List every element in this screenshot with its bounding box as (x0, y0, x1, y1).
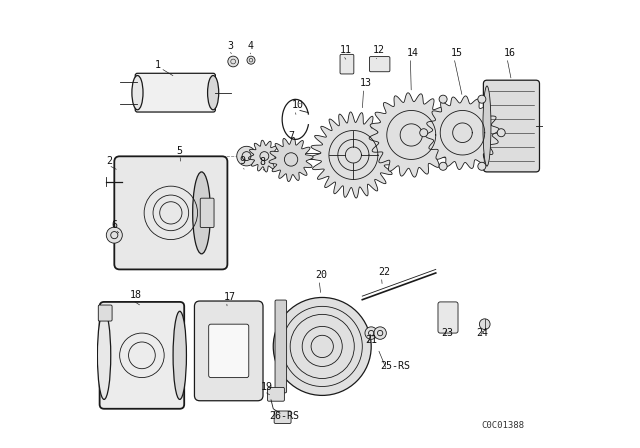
Polygon shape (269, 138, 313, 181)
FancyBboxPatch shape (369, 56, 390, 72)
Circle shape (497, 129, 505, 137)
FancyBboxPatch shape (115, 156, 227, 269)
Text: 18: 18 (129, 290, 141, 300)
Text: 17: 17 (224, 292, 236, 302)
FancyBboxPatch shape (100, 302, 184, 409)
Circle shape (106, 227, 122, 243)
Circle shape (365, 327, 378, 339)
Circle shape (247, 56, 255, 64)
Text: 2: 2 (106, 156, 112, 166)
Ellipse shape (173, 311, 186, 400)
Ellipse shape (207, 76, 219, 110)
Polygon shape (369, 93, 453, 177)
FancyBboxPatch shape (200, 198, 214, 228)
Text: 25-RS: 25-RS (380, 361, 410, 370)
FancyBboxPatch shape (135, 73, 216, 112)
FancyBboxPatch shape (483, 80, 540, 172)
Circle shape (479, 319, 490, 330)
FancyBboxPatch shape (209, 324, 249, 378)
Ellipse shape (193, 172, 211, 254)
Text: 20: 20 (316, 270, 328, 280)
Ellipse shape (483, 86, 491, 166)
Text: 15: 15 (451, 47, 463, 58)
Circle shape (439, 95, 447, 103)
Polygon shape (248, 140, 280, 172)
Text: 24: 24 (477, 328, 489, 338)
FancyBboxPatch shape (275, 300, 287, 393)
FancyBboxPatch shape (438, 302, 458, 333)
Text: 12: 12 (372, 46, 385, 56)
Circle shape (478, 162, 486, 170)
Polygon shape (426, 96, 499, 169)
Text: 4: 4 (248, 41, 254, 51)
Text: 3: 3 (227, 41, 234, 51)
Text: 16: 16 (504, 47, 515, 58)
FancyBboxPatch shape (195, 301, 263, 401)
Text: 14: 14 (407, 47, 419, 58)
Text: 9: 9 (240, 156, 246, 166)
Circle shape (273, 297, 371, 396)
Text: 22: 22 (378, 267, 390, 277)
Text: 6: 6 (111, 220, 118, 230)
Text: 8: 8 (259, 157, 266, 167)
FancyBboxPatch shape (99, 305, 112, 321)
Text: 5: 5 (176, 146, 182, 155)
Text: 1: 1 (156, 60, 161, 70)
Text: 21: 21 (365, 335, 377, 345)
Polygon shape (310, 112, 397, 198)
Circle shape (228, 56, 239, 67)
Circle shape (237, 146, 257, 166)
Text: 13: 13 (360, 78, 372, 88)
Text: 26-RS: 26-RS (269, 410, 299, 421)
FancyBboxPatch shape (268, 388, 284, 401)
FancyBboxPatch shape (340, 54, 354, 74)
Circle shape (374, 327, 387, 339)
Text: 23: 23 (442, 328, 454, 338)
Text: C0C01388: C0C01388 (482, 421, 525, 430)
Circle shape (478, 95, 486, 103)
Circle shape (439, 162, 447, 170)
FancyBboxPatch shape (274, 411, 291, 423)
Circle shape (420, 129, 428, 137)
Ellipse shape (97, 311, 111, 400)
Text: 19: 19 (261, 382, 273, 392)
Text: 11: 11 (340, 45, 352, 55)
Text: 7: 7 (289, 131, 295, 142)
Text: 10: 10 (291, 100, 303, 110)
Ellipse shape (132, 76, 143, 110)
